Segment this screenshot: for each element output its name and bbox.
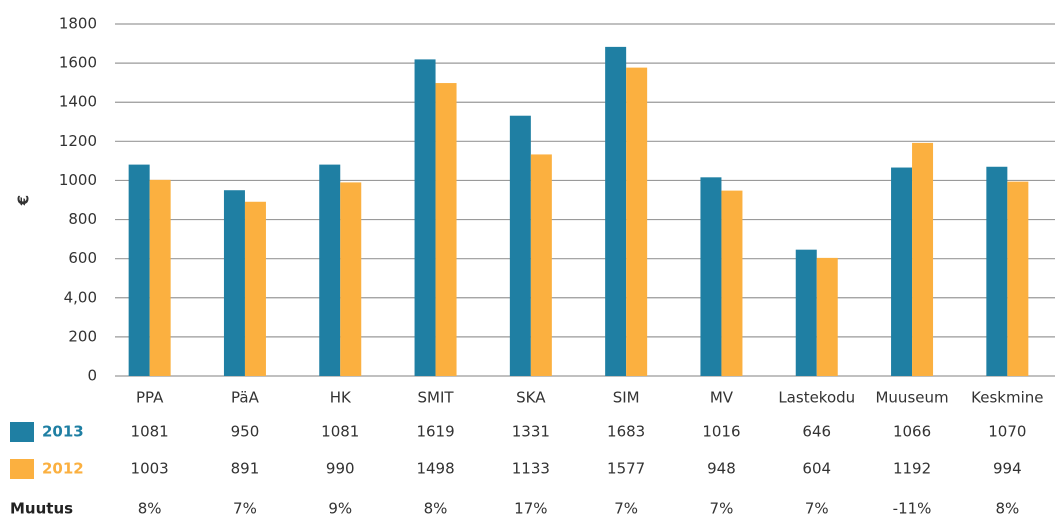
table-cell: 948 — [707, 460, 736, 478]
table-cell: 604 — [802, 460, 831, 478]
y-tick-label: 200 — [68, 327, 97, 345]
table-cell: 1016 — [702, 423, 740, 441]
y-tick-label: 1400 — [59, 93, 97, 111]
bar — [912, 142, 934, 376]
bar — [149, 179, 171, 376]
table-cell: 7% — [805, 500, 829, 517]
table-cell: 1192 — [893, 460, 931, 478]
table-cell: -11% — [893, 500, 932, 517]
row-label: Muutus — [10, 500, 73, 517]
x-tick-label: SKA — [516, 389, 546, 407]
bar — [530, 154, 552, 376]
table-cell: 1619 — [416, 423, 454, 441]
x-tick-label: MV — [710, 389, 734, 407]
bar — [626, 67, 648, 376]
table-cell: 1081 — [321, 423, 359, 441]
bar — [244, 201, 266, 376]
legend-swatch — [10, 459, 34, 479]
table-cell: 646 — [802, 423, 831, 441]
table-cell: 891 — [231, 460, 260, 478]
table-cell: 7% — [233, 500, 257, 517]
bar — [509, 115, 531, 377]
table-cell: 8% — [995, 500, 1019, 517]
table-cell: 1577 — [607, 460, 645, 478]
table-cell: 9% — [328, 500, 352, 517]
legend-label: 2012 — [42, 460, 84, 478]
x-tick-label: Lastekodu — [778, 389, 855, 407]
x-tick-label: PPA — [136, 389, 164, 407]
bar — [891, 167, 913, 376]
bar — [223, 190, 245, 376]
table-cell: 950 — [231, 423, 260, 441]
x-tick-label: Muuseum — [875, 389, 948, 407]
table-cell: 1133 — [512, 460, 550, 478]
table-cell: 7% — [614, 500, 638, 517]
legend-label: 2013 — [42, 423, 84, 441]
table-cell: 8% — [424, 500, 448, 517]
y-tick-label: 800 — [68, 210, 97, 228]
x-tick-label: HK — [330, 389, 352, 407]
legend-swatch — [10, 422, 34, 442]
x-tick-label: SMIT — [418, 389, 455, 407]
y-tick-label: 4,00 — [64, 288, 97, 306]
table-cell: 7% — [710, 500, 734, 517]
bar — [319, 164, 341, 376]
table-cell: 990 — [326, 460, 355, 478]
bar — [795, 249, 817, 376]
table-cell: 1070 — [988, 423, 1026, 441]
table-cell: 8% — [138, 500, 162, 517]
bar — [1007, 181, 1029, 376]
x-tick-label: SIM — [613, 389, 640, 407]
y-tick-label: 1200 — [59, 132, 97, 150]
bar — [414, 59, 436, 376]
bar — [605, 46, 627, 376]
bar — [700, 177, 722, 376]
bar — [340, 182, 362, 376]
table-cell: 17% — [514, 500, 547, 517]
y-tick-label: 1600 — [59, 54, 97, 72]
bar — [986, 166, 1008, 376]
bar — [721, 190, 743, 376]
y-tick-label: 0 — [87, 367, 97, 385]
table-cell: 1331 — [512, 423, 550, 441]
table-cell: 1683 — [607, 423, 645, 441]
x-tick-label: Keskmine — [971, 389, 1043, 407]
x-tick-label: PäA — [231, 389, 260, 407]
table-cell: 1003 — [131, 460, 169, 478]
table-cell: 1081 — [131, 423, 169, 441]
y-tick-label: 600 — [68, 249, 97, 267]
bar — [435, 83, 457, 377]
table-cell: 1066 — [893, 423, 931, 441]
bar — [816, 257, 838, 376]
y-tick-label: 1000 — [59, 171, 97, 189]
y-tick-label: 1800 — [59, 15, 97, 33]
bar — [128, 164, 150, 376]
table-cell: 994 — [993, 460, 1022, 478]
table-cell: 1498 — [416, 460, 454, 478]
y-axis-label: € — [15, 195, 33, 206]
